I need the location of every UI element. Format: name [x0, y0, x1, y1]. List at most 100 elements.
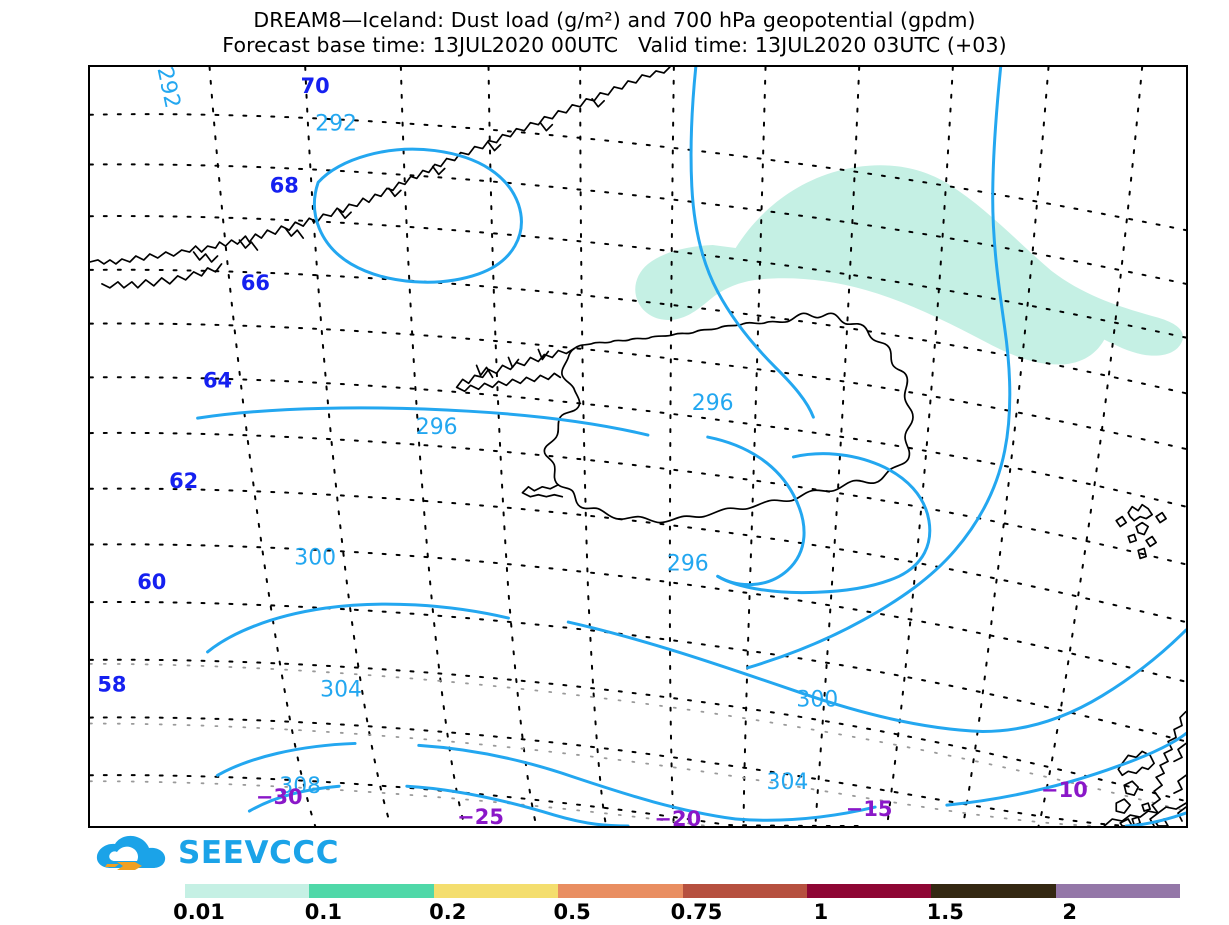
- coastline-iceland-reykjanes: [521, 483, 564, 498]
- chart-title-block: DREAM8—Iceland: Dust load (g/m²) and 700…: [0, 8, 1229, 59]
- contour-label-308: 308: [279, 774, 321, 799]
- parallel-67: [90, 268, 1186, 395]
- coastline-greenland-bay: [101, 263, 223, 289]
- colorbar-label-1: 0.1: [304, 900, 342, 924]
- parallel-faint-58: [90, 722, 1098, 826]
- contour-300-west-cont: [566, 620, 985, 733]
- contour-308-southwest-cont: [405, 784, 630, 826]
- parallel-60: [90, 658, 1186, 803]
- contour-label-304-west: 304: [320, 678, 362, 703]
- colorbar-label-4: 0.75: [670, 900, 723, 924]
- colorbar-label-0: 0.01: [173, 900, 225, 924]
- meridian-minus-30: [208, 67, 317, 826]
- meridian-minus-17-5: [668, 67, 675, 826]
- longitude-labels: −30 −25 −20 −15 −10: [256, 778, 1088, 826]
- lat-label-64: 64: [203, 368, 232, 392]
- contour-292-north-branch: [689, 67, 815, 419]
- geopotential-contours: [196, 67, 1186, 826]
- colorbar-label-7: 2: [1062, 900, 1077, 924]
- arrow-tail-icon: [105, 864, 119, 867]
- parallel-64: [90, 431, 1186, 566]
- contour-label-296-iceland: 296: [692, 391, 734, 416]
- contour-label-300-east: 300: [796, 688, 838, 713]
- parallel-63: [90, 487, 1186, 624]
- meridian-minus-20: [579, 67, 608, 826]
- contour-label-296-west: 296: [416, 415, 458, 440]
- graticule: [90, 67, 1186, 826]
- contour-304-west: [216, 741, 357, 777]
- lat-label-66: 66: [241, 271, 270, 295]
- dust-load-colorbar: [185, 884, 1180, 898]
- lat-label-58: 58: [97, 673, 126, 697]
- contour-304-east-cont: [945, 731, 1186, 807]
- contour-bottom-right-fragment: [1124, 811, 1186, 826]
- colorbar-label-2: 0.2: [429, 900, 467, 924]
- colorbar-segment-2: [433, 884, 559, 898]
- colorbar-segment-4: [682, 884, 807, 898]
- contour-304-east: [734, 805, 877, 822]
- dust-plume-region: [635, 165, 1184, 365]
- meridian-minus-27-5: [304, 67, 392, 826]
- contour-label-304-east: 304: [767, 770, 809, 795]
- map-panel: 292 292 296 296 296 300 300 304 304 308 …: [88, 65, 1188, 828]
- cloud-icon: [96, 835, 166, 870]
- colorbar-strip: [185, 884, 1180, 898]
- colorbar-label-3: 0.5: [553, 900, 591, 924]
- coastline-scotland: [1149, 710, 1186, 826]
- meridian-minus-5: [1037, 67, 1144, 826]
- colorbar-segment-3: [558, 884, 683, 898]
- graticule-faint: [90, 662, 1186, 826]
- contour-304-west-cont: [417, 743, 738, 821]
- lon-label-minus-30: −30: [256, 785, 303, 809]
- page-subtitle: Forecast base time: 13JUL2020 00UTC Vali…: [222, 33, 1007, 58]
- contour-308-southwest: [247, 784, 341, 813]
- coastline-faroe-islands: [1115, 503, 1167, 560]
- coastlines: [90, 67, 1186, 826]
- parallel-69: [90, 163, 1186, 285]
- coastline-greenland-fjords: [192, 97, 605, 263]
- parallel-59: [90, 716, 1128, 826]
- colorbar-segment-1: [309, 884, 434, 898]
- contour-label-296-centre: 296: [667, 551, 709, 576]
- dust-load-filled-field: [635, 165, 1184, 365]
- colorbar-label-6: 1.5: [926, 900, 964, 924]
- coastline-iceland: [543, 312, 914, 524]
- meridian-minus-15: [742, 67, 767, 826]
- meridian-minus-7-5: [961, 67, 1050, 826]
- contour-296-east-trough: [746, 67, 1012, 670]
- cloud-inner-notch: [109, 846, 138, 861]
- colorbar-segment-7: [1055, 884, 1180, 898]
- seevccc-logo: SEEVCCC: [95, 832, 339, 874]
- lat-label-62: 62: [169, 469, 198, 493]
- colorbar-segment-0: [185, 884, 310, 898]
- contour-296-west-cont: [706, 435, 806, 587]
- lat-label-68: 68: [270, 173, 299, 197]
- coastline-iceland-westfjords: [455, 347, 576, 393]
- lon-label-minus-25: −25: [457, 805, 504, 826]
- contour-292-closed: [313, 147, 523, 284]
- parallel-faint-59: [90, 662, 1186, 812]
- contour-label-300-west: 300: [294, 545, 336, 570]
- parallel-62: [90, 543, 1186, 683]
- parallel-65: [90, 376, 1186, 508]
- contour-label-292-rotated: 292: [152, 67, 185, 111]
- coastline-bottom-right-landmass: [1103, 802, 1186, 826]
- parallel-61: [90, 601, 1186, 743]
- page-title: DREAM8—Iceland: Dust load (g/m²) and 700…: [253, 8, 976, 32]
- parallel-70: [90, 113, 1186, 232]
- parallel-66: [90, 322, 1186, 450]
- logo-wordmark: SEEVCCC: [178, 834, 340, 871]
- contour-300-east: [981, 628, 1186, 733]
- meridian-minus-25: [399, 67, 466, 826]
- contour-labels: 292 292 296 296 296 300 300 304 304 308: [152, 67, 839, 799]
- meridian-minus-10: [886, 67, 954, 826]
- colorbar-segment-6: [931, 884, 1056, 898]
- lon-label-minus-15: −15: [846, 797, 893, 821]
- coastline-greenland: [90, 67, 671, 265]
- colorbar-segment-5: [806, 884, 932, 898]
- map-canvas: 292 292 296 296 296 300 300 304 304 308 …: [90, 67, 1186, 826]
- contour-label-292: 292: [315, 112, 357, 137]
- contour-296-west: [196, 406, 650, 437]
- lat-label-60: 60: [137, 570, 166, 594]
- colorbar-label-5: 1: [813, 900, 829, 924]
